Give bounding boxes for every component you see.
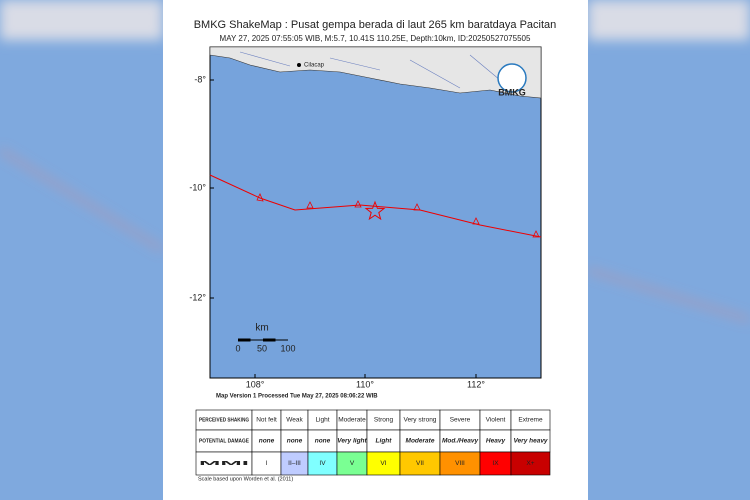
cell-text: Very strong: [404, 417, 437, 424]
lat-label: -12°: [189, 292, 206, 302]
cell-text: Severe: [450, 417, 471, 424]
cell-text: IV: [319, 460, 326, 467]
cell-text: Very light: [337, 438, 367, 445]
cell-text: Moderate: [406, 438, 435, 445]
bmkg-logo: [497, 63, 527, 93]
scale-unit: km: [255, 323, 268, 334]
scale-label: 50: [257, 343, 267, 353]
lat-label: -8°: [194, 74, 206, 84]
cell-text: VI: [380, 460, 386, 467]
cell-text: MMI: [199, 461, 252, 467]
cell-text: Extreme: [518, 417, 543, 424]
lon-label: 108°: [246, 379, 265, 389]
cell-text: II–III: [288, 460, 301, 467]
cell-text: VIII: [455, 460, 465, 467]
cell-text: Strong: [374, 417, 394, 424]
cell-text: Violent: [486, 417, 506, 424]
cell-text: IX: [492, 460, 499, 467]
cell-text: Light: [376, 438, 393, 445]
cell-text: POTENTIAL DAMAGE: [199, 438, 250, 444]
cell-text: I: [266, 460, 268, 467]
scale-label: 100: [280, 343, 295, 353]
cell-text: PERCEIVED SHAKING: [199, 417, 249, 423]
cell-text: none: [259, 438, 275, 445]
faults: [239, 51, 501, 89]
cell-text: none: [315, 438, 331, 445]
map-area: [209, 46, 542, 379]
cell-text: Light: [315, 417, 329, 424]
bmkg-logo-text: BMKG: [498, 87, 526, 97]
cell-text: Heavy: [486, 438, 506, 445]
lon-label: 112°: [467, 379, 485, 389]
cell-text: X+: [526, 460, 534, 467]
city-marker: [297, 63, 301, 67]
cell-text: V: [350, 460, 355, 467]
epicenter: [364, 200, 386, 221]
version-note: Map Version 1 Processed Tue May 27, 2025…: [216, 394, 378, 400]
map-subtitle: MAY 27, 2025 07:55:05 WIB, M:5.7, 10.41S…: [220, 34, 531, 43]
scale-label: 0: [235, 343, 240, 353]
cell-text: VII: [416, 460, 424, 467]
cell-text: Weak: [286, 417, 303, 424]
trench-ticks: [256, 193, 540, 238]
table-cell: [510, 451, 551, 476]
cell-text: Very heavy: [513, 438, 547, 445]
map-title: BMKG ShakeMap : Pusat gempa berada di la…: [194, 19, 557, 31]
lon-label: 110°: [356, 379, 374, 389]
footer: Scale based upon Worden et al. (2011): [198, 476, 293, 482]
cell-text: none: [287, 438, 303, 445]
cell-text: Mod./Heavy: [442, 438, 479, 445]
lat-label: -10°: [189, 182, 206, 192]
blurred-sides: [0, 0, 750, 321]
cell-text: Not felt: [256, 417, 277, 424]
cell-text: Moderate: [338, 417, 366, 424]
java-land: [209, 46, 542, 99]
city-label: Cilacap: [304, 63, 325, 69]
